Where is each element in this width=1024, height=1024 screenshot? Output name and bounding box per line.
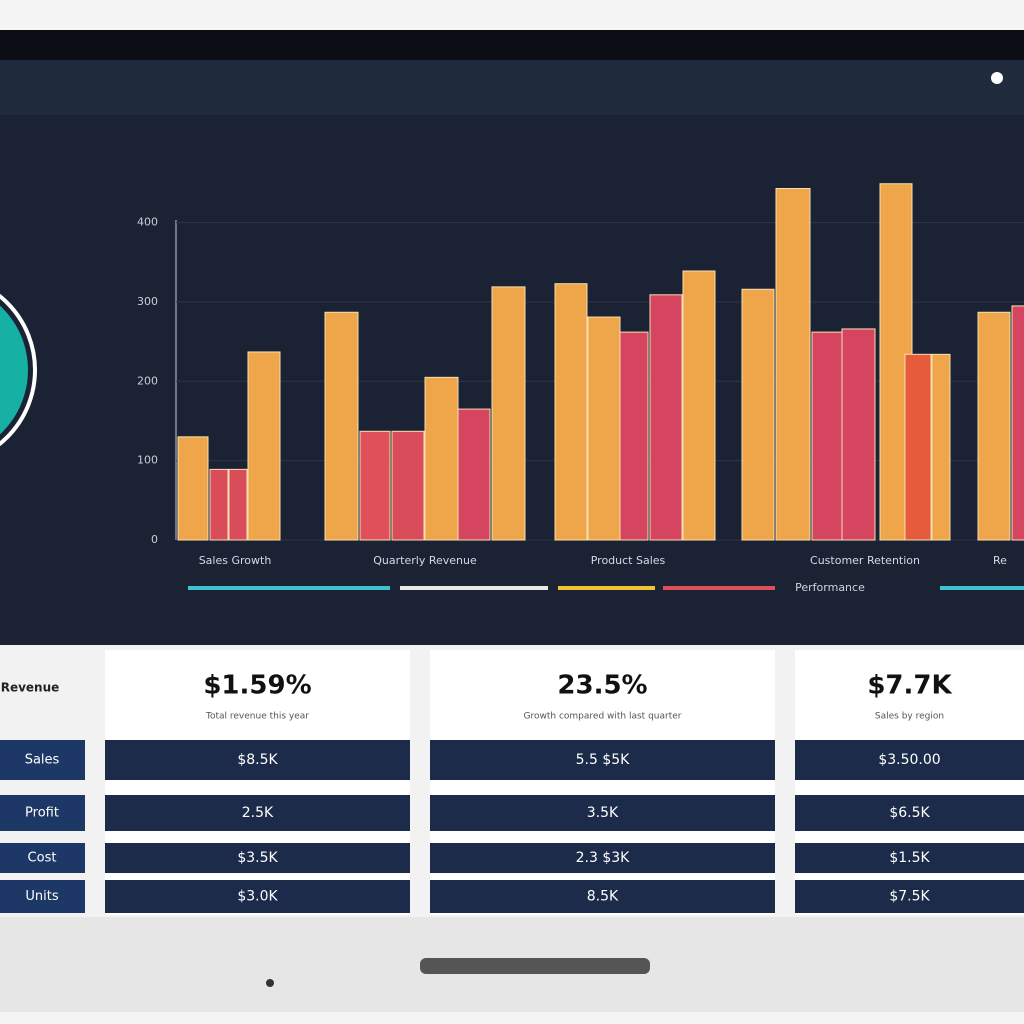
card-row — [430, 880, 775, 913]
bar — [554, 283, 588, 541]
bar — [359, 430, 391, 541]
bar — [775, 187, 811, 541]
bar — [682, 270, 716, 541]
bar — [247, 351, 281, 541]
bar — [424, 376, 459, 541]
row-label: Sales — [25, 753, 60, 768]
y-tick-label: 200 — [137, 374, 158, 387]
bar — [491, 286, 526, 541]
group-label: Sales Growth — [199, 554, 272, 567]
card-row-value: $6.5K — [889, 805, 930, 821]
group-label: Re — [993, 554, 1007, 567]
bar — [228, 468, 248, 541]
bar — [977, 311, 1011, 541]
bar — [931, 353, 951, 541]
status-dot — [991, 72, 1003, 84]
laptop-notch — [420, 958, 650, 974]
card-row-value: $3.5K — [237, 850, 278, 866]
card-row — [430, 843, 775, 873]
card-value: $7.7K — [867, 671, 952, 701]
row-label-cell — [0, 843, 85, 873]
legend-text: Performance — [795, 581, 865, 594]
card-row-value: 8.5K — [587, 889, 619, 905]
y-tick-label: 300 — [137, 295, 158, 308]
card-row-value: 2.3 $3K — [576, 850, 631, 866]
card-caption: Sales by region — [875, 712, 944, 722]
bar — [457, 408, 491, 541]
bar — [209, 468, 229, 541]
card-caption: Growth compared with last quarter — [524, 712, 682, 722]
bar — [391, 430, 425, 541]
card-row-value: 5.5 $5K — [576, 752, 631, 768]
card-row — [430, 740, 775, 780]
top-bar — [0, 60, 1024, 115]
card-row-value: $3.0K — [237, 889, 278, 905]
donut — [0, 305, 28, 435]
summary-header: Revenue — [1, 681, 60, 695]
card-row — [795, 843, 1024, 873]
group-label: Product Sales — [591, 554, 666, 567]
card-row-value: $7.5K — [889, 889, 930, 905]
y-tick-label: 100 — [137, 454, 158, 467]
bar — [811, 331, 843, 541]
bar — [587, 316, 621, 541]
row-label: Cost — [28, 851, 57, 866]
bar — [741, 288, 775, 541]
bar — [619, 331, 649, 541]
group-label: Quarterly Revenue — [373, 554, 477, 567]
bar — [841, 328, 876, 541]
card-value: $1.59% — [203, 671, 311, 701]
group-label: Customer Retention — [810, 554, 920, 567]
bar — [904, 353, 932, 541]
row-label: Profit — [25, 806, 59, 821]
bar — [177, 436, 209, 541]
card-row-value: $8.5K — [237, 752, 278, 768]
y-tick-label: 400 — [137, 216, 158, 229]
card-row — [795, 795, 1024, 831]
card-value: 23.5% — [557, 671, 647, 701]
card-row — [795, 880, 1024, 913]
card-row — [105, 740, 410, 780]
bar — [1011, 305, 1024, 541]
card-caption: Total revenue this year — [205, 712, 309, 722]
row-label: Units — [25, 889, 58, 904]
y-tick-label: 0 — [151, 533, 158, 546]
row-label-cell — [0, 740, 85, 780]
card-row — [105, 880, 410, 913]
donut-ring — [0, 293, 37, 447]
bar — [649, 294, 683, 541]
laptop-led — [266, 979, 274, 987]
card-row-value: 2.5K — [242, 805, 274, 821]
row-label-cell — [0, 795, 85, 831]
card-row-value: $1.5K — [889, 850, 930, 866]
card-row — [105, 795, 410, 831]
card-row-value: $3.50.00 — [878, 752, 940, 768]
row-label-cell — [0, 880, 85, 913]
card-row — [795, 740, 1024, 780]
card-row — [430, 795, 775, 831]
card-row-value: 3.5K — [587, 805, 619, 821]
bar — [324, 311, 359, 541]
card-row — [105, 843, 410, 873]
